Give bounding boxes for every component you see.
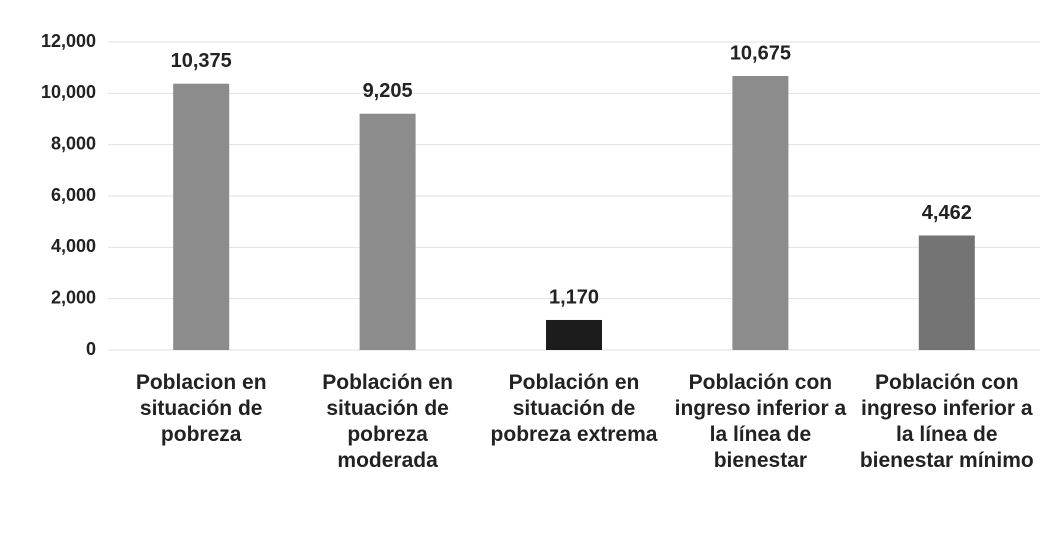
y-tick-label: 8,000 [51, 133, 96, 153]
y-tick-label: 2,000 [51, 287, 96, 307]
value-label: 1,170 [549, 286, 599, 308]
bar [359, 113, 416, 350]
y-tick-label: 0 [86, 339, 96, 359]
bar [918, 235, 975, 350]
value-label: 10,675 [730, 42, 791, 64]
x-tick-label: Población en situación de pobreza modera… [322, 371, 453, 472]
bar [173, 83, 230, 350]
y-tick-label: 6,000 [51, 185, 96, 205]
bar [546, 319, 602, 350]
x-tick-label: Población con ingreso inferior a la líne… [859, 371, 1034, 472]
value-label: 4,462 [922, 202, 972, 224]
value-label: 9,205 [363, 80, 413, 102]
value-label: 10,375 [171, 50, 232, 72]
y-tick-label: 4,000 [51, 236, 96, 256]
x-tick-label: Población en situación de pobreza extrem… [490, 371, 658, 446]
y-tick-label: 12,000 [41, 31, 96, 51]
x-tick-label: Población con ingreso inferior a la líne… [674, 371, 847, 472]
y-tick-label: 10,000 [41, 82, 96, 102]
x-tick-label: Poblacion en situación de pobreza [135, 371, 267, 446]
bar [732, 76, 789, 350]
